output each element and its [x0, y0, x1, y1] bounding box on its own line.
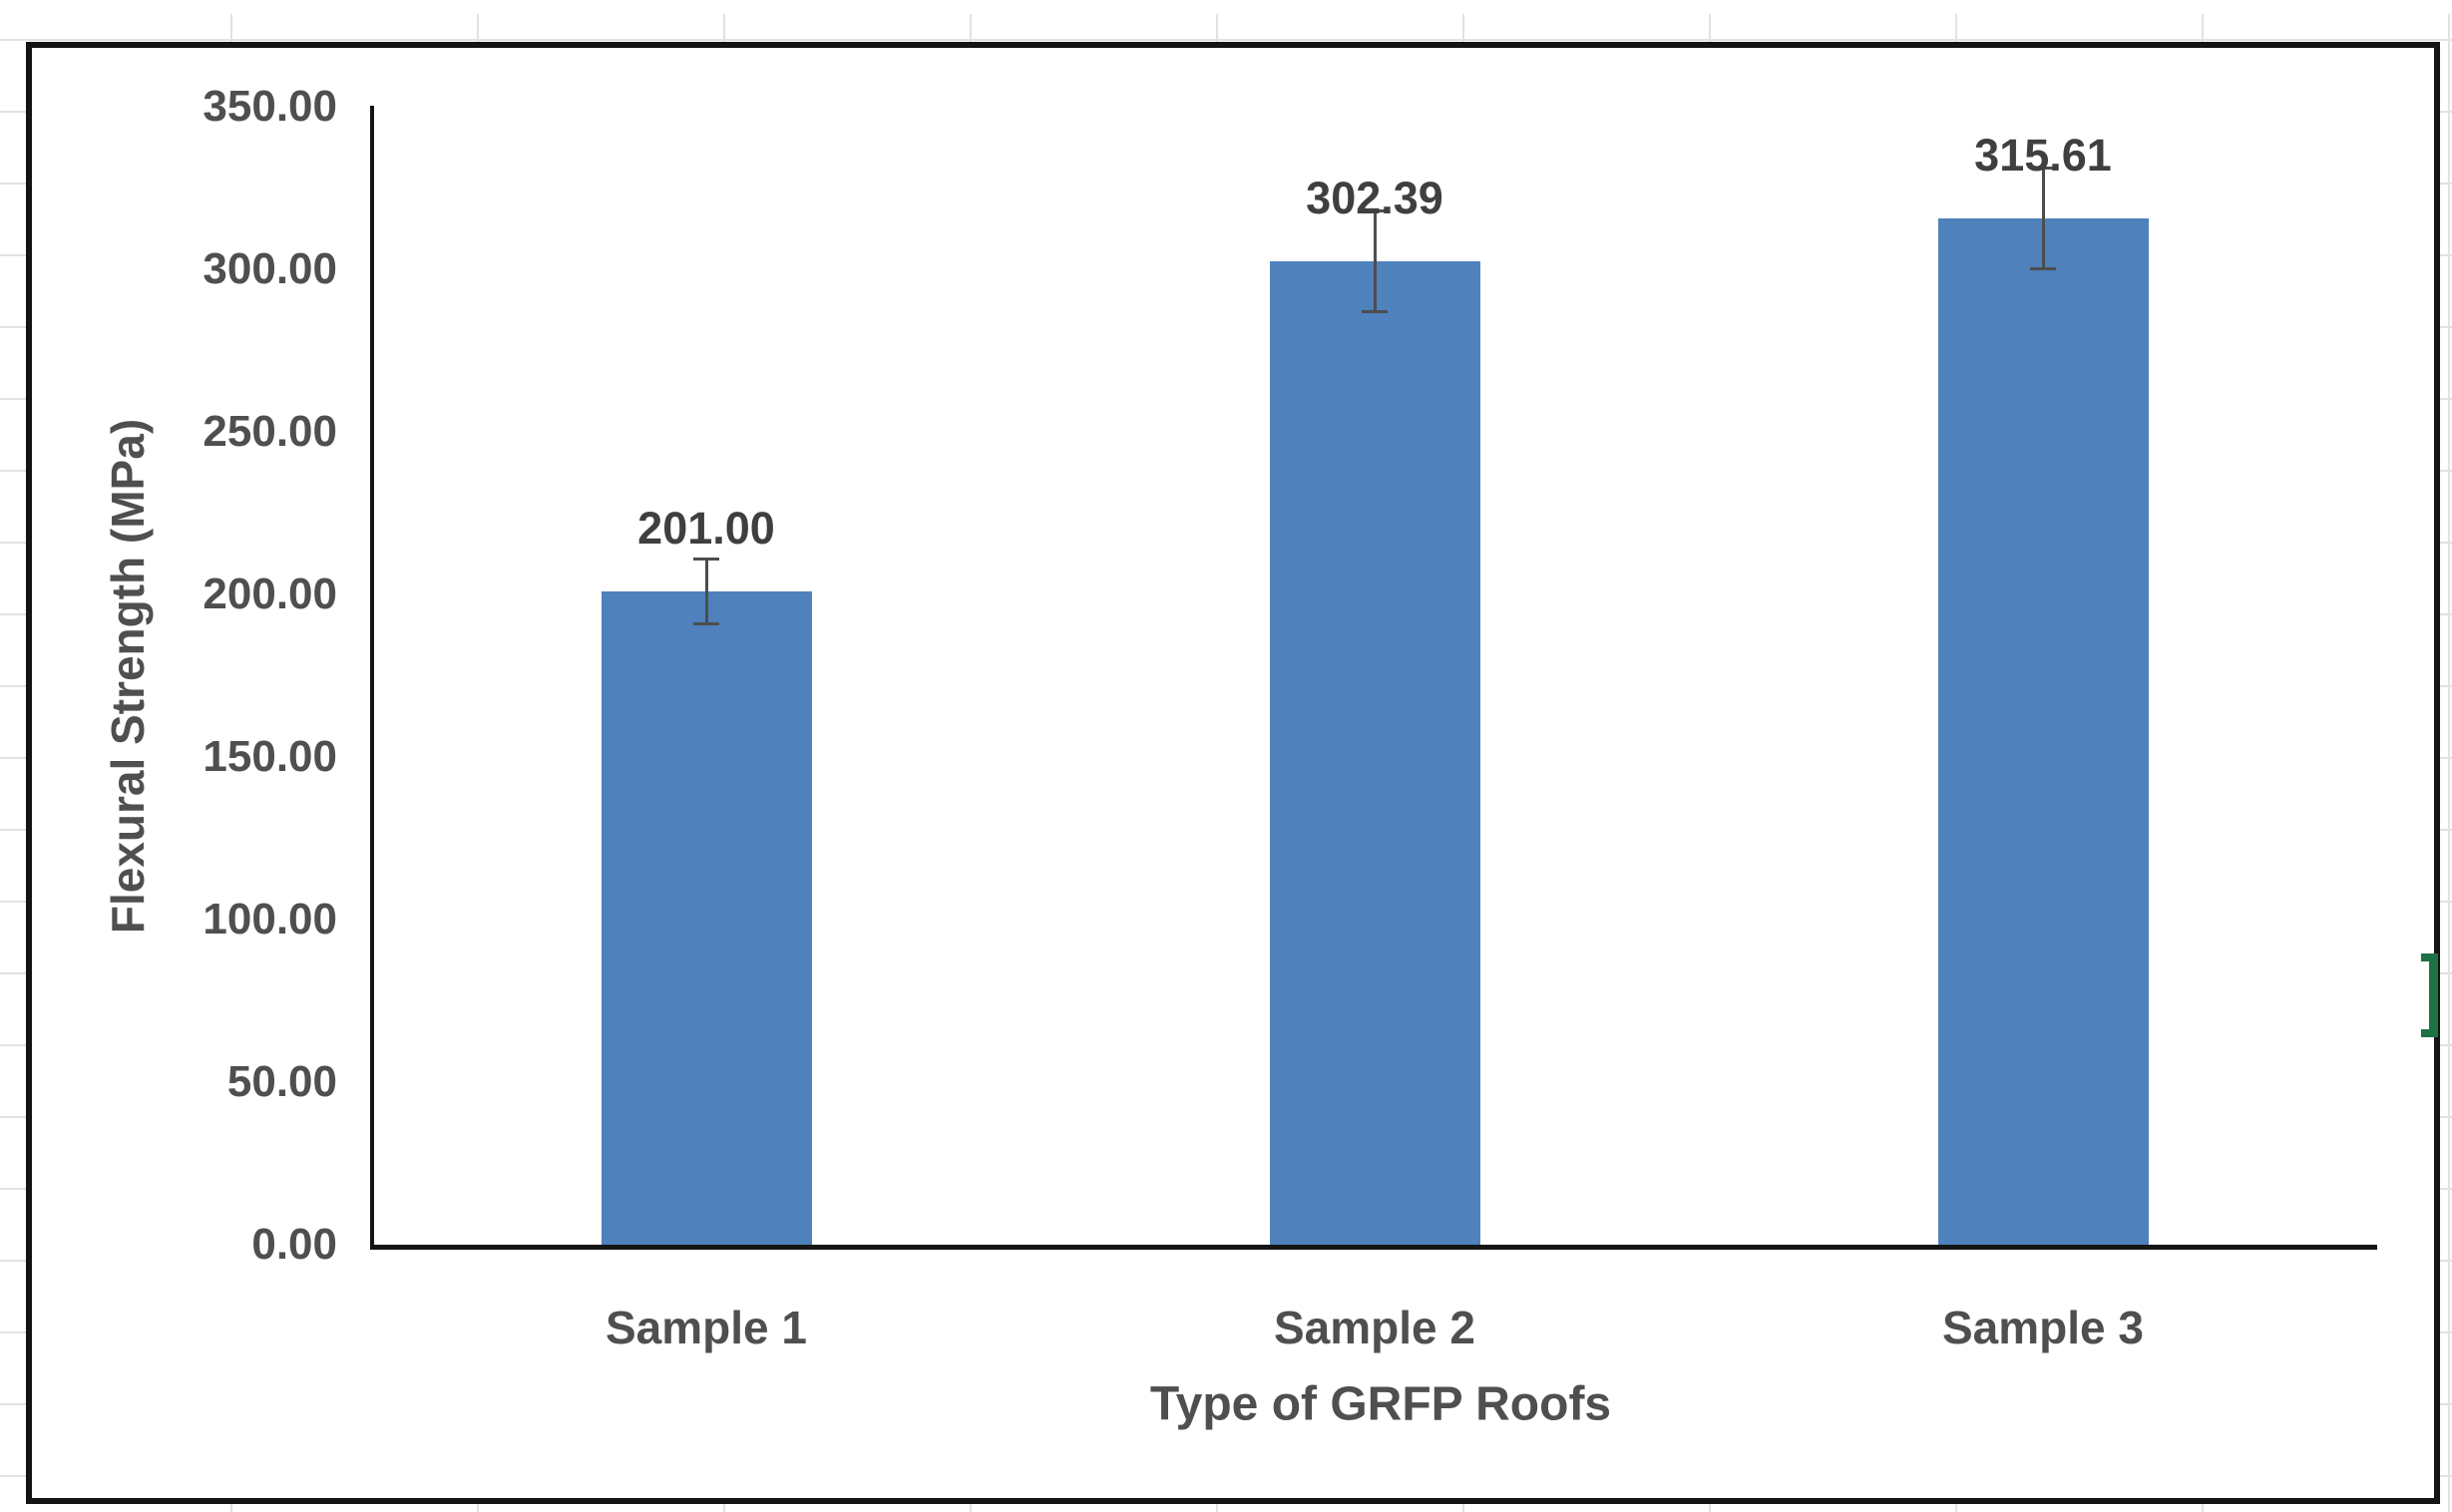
bar-1: [601, 591, 812, 1245]
x-axis-line: [370, 1245, 2377, 1250]
y-axis-line: [370, 106, 374, 1250]
y-tick-label: 200.00: [203, 569, 337, 618]
error-bar-2: [1362, 209, 1388, 313]
y-tick-label: 0.00: [251, 1220, 337, 1269]
y-axis-title: Flexural Strength (MPa): [102, 418, 154, 935]
error-bar-line: [693, 622, 719, 625]
gridline: [0, 39, 2452, 41]
error-bar-1: [693, 558, 719, 625]
error-bar-line: [2030, 167, 2056, 170]
error-bar-line: [1362, 209, 1388, 212]
data-label-2: 302.39: [1306, 173, 1443, 223]
x-tick-label-1: Sample 1: [606, 1302, 807, 1353]
error-bar-line: [704, 558, 708, 625]
y-tick-label: 300.00: [203, 244, 337, 293]
data-label-1: 201.00: [637, 503, 775, 554]
y-tick-label: 250.00: [203, 407, 337, 456]
bar-3: [1937, 218, 2149, 1245]
bar-2: [1269, 261, 1480, 1245]
gridline: [2448, 14, 2450, 1512]
y-tick-label: 350.00: [203, 82, 337, 131]
y-tick-label: 50.00: [226, 1057, 337, 1106]
error-bar-3: [2030, 167, 2056, 270]
error-bar-line: [693, 558, 719, 561]
data-label-3: 315.61: [1974, 130, 2112, 181]
x-tick-label-2: Sample 2: [1274, 1302, 1475, 1353]
x-tick-label-3: Sample 3: [1942, 1302, 2144, 1353]
y-tick-label: 150.00: [203, 732, 337, 781]
range-selection-bracket: [2421, 953, 2438, 1037]
error-bar-line: [2041, 167, 2045, 270]
error-bar-line: [2030, 267, 2056, 270]
error-bar-line: [1373, 209, 1377, 313]
y-tick-label: 100.00: [203, 895, 337, 944]
error-bar-line: [1362, 310, 1388, 313]
x-axis-title: Type of GRFP Roofs: [1149, 1377, 1612, 1431]
